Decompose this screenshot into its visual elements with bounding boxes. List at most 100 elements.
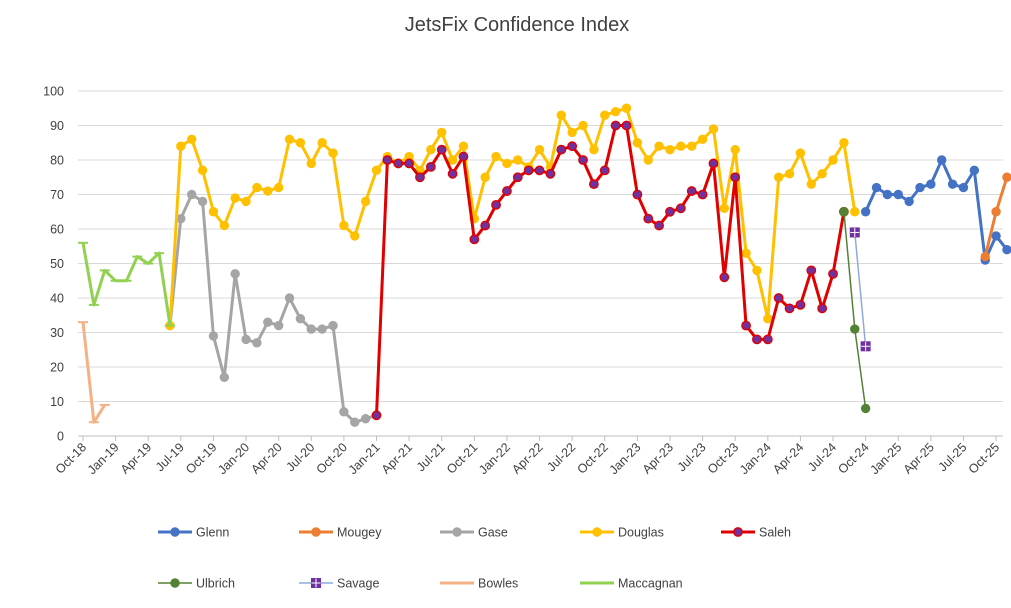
saleh-point	[654, 220, 665, 231]
x-tick-label: Oct-24	[835, 440, 871, 476]
gase-point	[273, 320, 284, 331]
x-tick-label: Jul-24	[805, 440, 839, 474]
douglas-point	[610, 107, 621, 117]
saleh-point	[741, 320, 751, 331]
legend-item-savage: Savage	[299, 577, 379, 591]
douglas-point	[763, 314, 773, 324]
y-tick-label: 10	[50, 395, 64, 409]
douglas-point	[567, 127, 577, 138]
series-line-glenn	[864, 158, 1009, 262]
douglas-point	[741, 248, 751, 258]
series-line-saleh	[375, 124, 846, 416]
douglas-point	[306, 158, 316, 169]
douglas-point	[176, 141, 186, 151]
x-tick-label: Jul-19	[153, 440, 187, 474]
x-tick-label: Jan-24	[737, 440, 774, 477]
glenn-point	[947, 179, 958, 189]
legend-item-glenn: Glenn	[158, 526, 229, 540]
legend-item-saleh: Saleh	[721, 526, 791, 540]
saleh-point	[545, 168, 556, 179]
gase-point	[284, 293, 295, 303]
series-saleh	[371, 120, 849, 421]
series-line-gase	[168, 193, 377, 424]
gase-point	[252, 338, 262, 348]
douglas-point	[513, 155, 523, 165]
glenn-point	[1002, 245, 1011, 255]
series-bowles	[78, 321, 110, 424]
saleh-point	[512, 172, 523, 183]
legend-item-bowles: Bowles	[440, 577, 518, 591]
douglas-point	[632, 138, 643, 148]
x-tick-label: Apr-22	[509, 440, 545, 476]
legend-saleh-point	[733, 527, 743, 537]
x-tick-label: Jan-22	[476, 440, 513, 477]
douglas-point	[273, 182, 284, 193]
douglas-point	[676, 141, 686, 151]
saleh-point	[436, 144, 447, 155]
legend-douglas-point	[592, 527, 602, 537]
douglas-point	[654, 141, 664, 151]
saleh-point	[665, 206, 675, 217]
douglas-point	[208, 207, 219, 217]
saleh-point	[480, 220, 491, 231]
x-tick-label: Jan-21	[346, 440, 383, 477]
glenn-point	[882, 189, 893, 200]
douglas-point	[491, 151, 501, 162]
saleh-point	[828, 268, 838, 279]
series-glenn	[860, 155, 1011, 265]
douglas-point	[589, 144, 599, 155]
legend-label-ulbrich: Ulbrich	[196, 577, 235, 591]
douglas-point	[806, 179, 816, 189]
legend-item-douglas: Douglas	[580, 526, 664, 540]
legend-ulbrich-point	[170, 578, 180, 588]
ulbrich-point	[850, 324, 860, 334]
legend-gase-point	[452, 527, 462, 537]
legend-glenn-point	[170, 527, 180, 537]
x-tick-label: Oct-22	[574, 440, 610, 476]
legend-label-gase: Gase	[478, 526, 508, 540]
series-line-douglas	[168, 106, 857, 326]
chart-title: JetsFix Confidence Index	[405, 14, 630, 36]
legend-item-mougey: Mougey	[299, 526, 382, 540]
x-tick-label: Oct-21	[444, 440, 480, 476]
gase-point	[317, 324, 327, 334]
douglas-point	[839, 138, 849, 148]
gase-point	[306, 324, 316, 334]
saleh-point	[697, 189, 708, 200]
saleh-point	[686, 186, 697, 196]
legend-label-douglas: Douglas	[618, 526, 664, 540]
saleh-point	[621, 120, 632, 131]
saleh-point	[523, 165, 534, 176]
legend-label-savage: Savage	[337, 577, 379, 591]
douglas-point	[328, 148, 338, 158]
saleh-point	[708, 158, 719, 169]
legend-mougey-point	[311, 527, 321, 537]
y-tick-label: 40	[50, 292, 64, 306]
legend-label-glenn: Glenn	[196, 526, 229, 540]
x-tick-label: Apr-23	[640, 440, 676, 476]
saleh-point	[795, 299, 806, 310]
douglas-point	[458, 141, 469, 151]
legend-label-saleh: Saleh	[759, 526, 791, 540]
x-tick-label: Jan-20	[215, 440, 252, 477]
douglas-point	[752, 265, 762, 276]
saleh-point	[415, 172, 425, 183]
x-tick-label: Apr-20	[248, 440, 284, 476]
gase-point	[197, 196, 208, 207]
gase-point	[360, 414, 371, 424]
saleh-point	[784, 303, 795, 314]
series-line-savage	[854, 232, 867, 347]
douglas-point	[295, 138, 306, 148]
douglas-point	[665, 144, 675, 155]
legend-label-bowles: Bowles	[478, 577, 518, 591]
ulbrich-point	[839, 207, 849, 217]
douglas-point	[502, 158, 512, 169]
douglas-point	[708, 124, 719, 134]
x-tick-label: Jul-21	[414, 440, 448, 474]
saleh-point	[534, 165, 545, 176]
x-tick-label: Apr-24	[770, 440, 806, 476]
saleh-point	[632, 189, 643, 200]
douglas-point	[480, 172, 490, 182]
saleh-point	[447, 168, 458, 179]
